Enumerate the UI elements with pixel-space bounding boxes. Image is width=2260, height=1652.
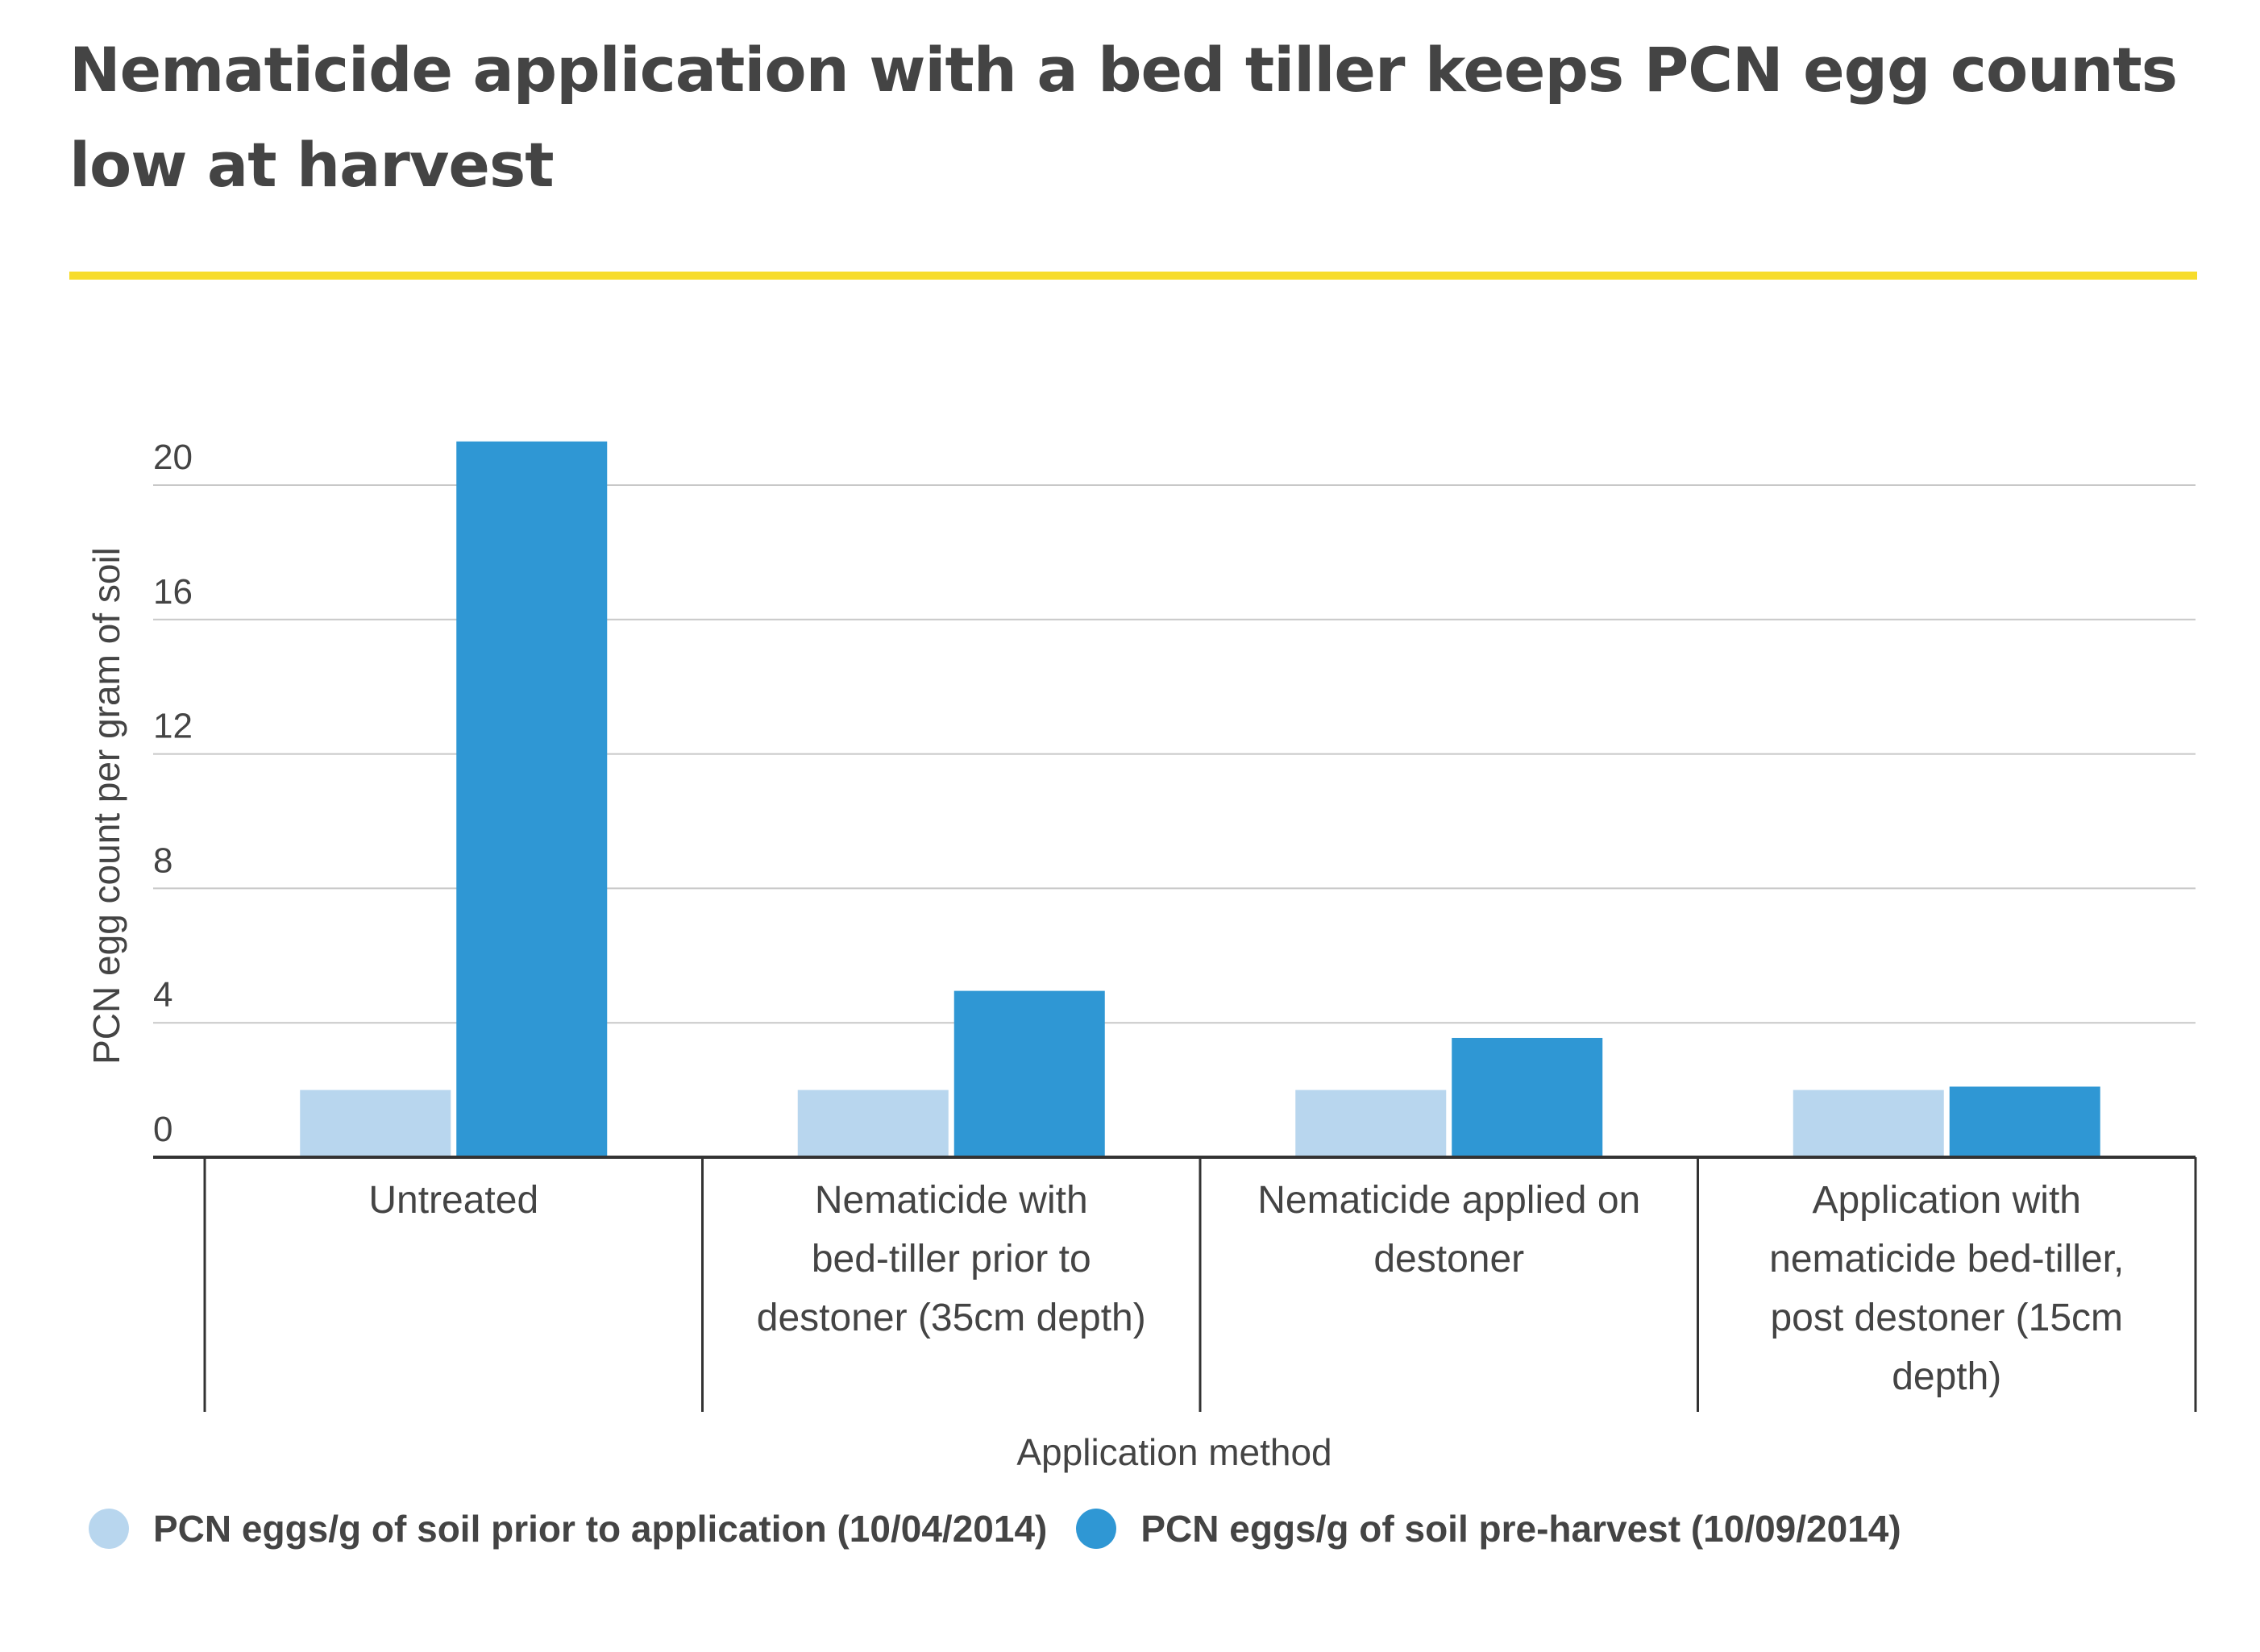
category-label: Application with nematicide bed-tiller, po… [1769, 1179, 2124, 1398]
bar-harvest [1949, 1086, 2100, 1157]
category-label: Nematicide applied on destoner [1257, 1179, 1640, 1281]
legend-swatch-harvest [1076, 1509, 1117, 1549]
category-label-line: nematicide bed-tiller, [1769, 1238, 2124, 1281]
category-label-line: destoner [1373, 1238, 1524, 1281]
category-labels: Untreated Nematicide with bed-tiller prior… [368, 1179, 2124, 1398]
legend: PCN eggs/g of soil prior to application … [89, 1507, 1930, 1550]
bar-harvest [456, 441, 608, 1157]
legend-swatch-prior [89, 1509, 129, 1549]
x-axis-title: Application method [1016, 1431, 1331, 1473]
title-underline [69, 272, 2197, 280]
legend-label-harvest: PCN eggs/g of soil pre-harvest (10/09/20… [1140, 1508, 1901, 1550]
y-tick-label: 4 [153, 975, 172, 1015]
category-label-line: post destoner (15cm [1770, 1297, 2123, 1339]
bar-prior [1295, 1090, 1447, 1157]
y-axis-title: PCN egg count per gram of soil [85, 547, 127, 1065]
y-tick-labels: 0 4 8 12 16 20 [153, 438, 193, 1149]
bar-prior [797, 1090, 949, 1157]
bar-prior [300, 1090, 451, 1157]
y-tick-label: 0 [153, 1110, 172, 1149]
y-tick-label: 20 [153, 438, 193, 477]
legend-item-prior: PCN eggs/g of soil prior to application … [89, 1507, 1047, 1550]
bar-chart: 0 4 8 12 16 20 Untreated Nematicide with bed-ti… [85, 438, 2197, 1473]
category-label-line: destoner (35cm depth) [757, 1297, 1146, 1339]
bars [300, 441, 2100, 1157]
category-label-line: bed-tiller prior to [812, 1238, 1091, 1281]
chart-title: Nematicide application with a bed tiller… [69, 34, 2178, 201]
category-label-line: Nematicide applied on [1257, 1179, 1640, 1222]
bar-harvest [1452, 1037, 1603, 1157]
category-label-line: Application with [1812, 1179, 2081, 1222]
bar-prior [1793, 1090, 1944, 1157]
category-label: Untreated [368, 1179, 538, 1222]
category-label-line: depth) [1892, 1355, 2001, 1398]
category-label: Nematicide with bed-tiller prior to deston… [757, 1179, 1146, 1339]
y-tick-label: 12 [153, 707, 193, 746]
legend-label-prior: PCN eggs/g of soil prior to application … [153, 1508, 1048, 1550]
category-label-line: Untreated [368, 1179, 538, 1222]
bar-harvest [953, 990, 1105, 1157]
category-label-line: Nematicide with [815, 1179, 1088, 1222]
y-tick-label: 8 [153, 841, 172, 880]
legend-item-harvest: PCN eggs/g of soil pre-harvest (10/09/20… [1076, 1507, 1901, 1550]
y-tick-label: 16 [153, 572, 193, 612]
x-axis [153, 1156, 2197, 1412]
